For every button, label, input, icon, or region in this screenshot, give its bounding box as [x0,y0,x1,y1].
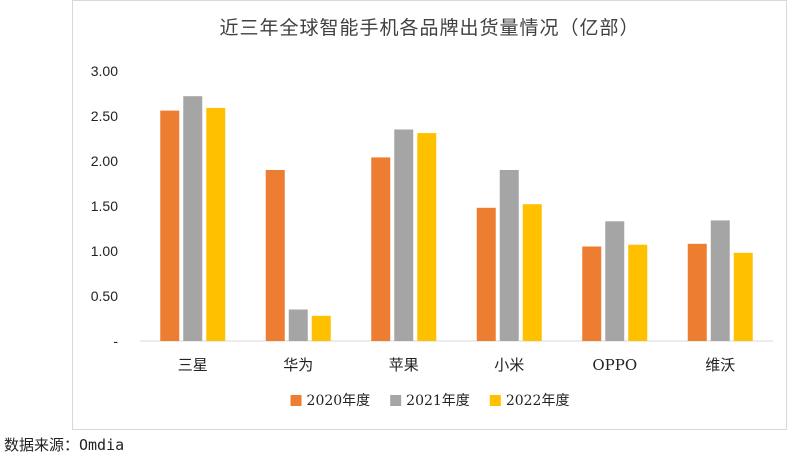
x-tick-label: 华为 [283,356,313,374]
y-tick-label: 0.50 [91,288,118,304]
y-tick-label: - [113,333,118,349]
bar [710,220,730,341]
bar [605,221,625,341]
bar [288,309,308,341]
y-tick-label: 2.00 [91,153,118,169]
legend-label: 2022年度 [506,393,570,409]
x-tick-label: 小米 [494,356,524,374]
bar [311,315,331,341]
x-tick-label: 三星 [178,356,208,374]
bar [160,110,180,341]
bar [476,207,496,341]
legend-swatch [489,395,501,406]
y-tick-label: 3.00 [91,63,118,79]
bar [394,129,414,341]
legend-swatch [290,395,302,406]
bar [499,170,519,341]
bar [733,252,753,341]
bar [265,170,285,341]
legend-swatch [390,395,402,406]
bar-chart: - 0.50 1.00 1.50 2.00 2.50 3.00 三星 华为 苹果 小米 OPPO 维沃 2… [91,63,773,409]
source-note: 数据来源：Omdia [4,436,125,454]
chart-title: 近三年全球智能手机各品牌出货量情况（亿部） [219,17,640,39]
x-tick-label: 维沃 [705,356,735,374]
legend-label: 2021年度 [406,393,470,409]
y-tick-label: 2.50 [91,108,118,124]
legend-label: 2020年度 [307,393,371,409]
bar [628,244,648,341]
bar [522,204,542,341]
x-tick-label: OPPO [592,356,637,374]
bar [371,157,391,341]
bar [582,246,602,341]
x-tick-label: 苹果 [389,356,419,374]
bar [417,133,437,341]
bar [183,96,203,341]
y-tick-label: 1.50 [91,198,118,214]
bar [687,243,707,341]
y-tick-label: 1.00 [91,243,118,259]
bar [206,107,226,342]
